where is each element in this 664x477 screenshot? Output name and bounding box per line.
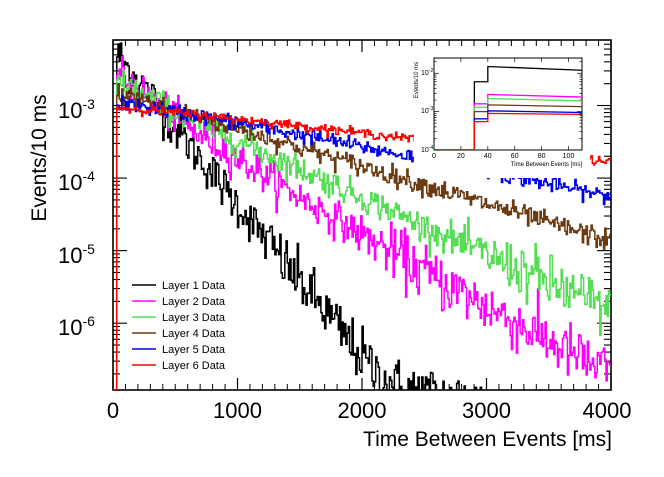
- x-tick-label-0: 0: [107, 398, 119, 423]
- series-line-layer-2: [113, 56, 611, 390]
- inset-series-line-layer-5: [434, 110, 582, 150]
- inset-series: [434, 65, 582, 150]
- x-axis-title: Time Between Events [ms]: [363, 428, 612, 451]
- y-tick-label-1e-4: 10-4: [58, 168, 95, 195]
- legend-label-layer-4: Layer 4 Data: [162, 328, 226, 340]
- inset-x-tick-label-40: 40: [484, 153, 492, 160]
- inset-y-axis-title: Events/10 ms: [414, 62, 420, 98]
- inset-y-tick-label-1e-4: 10-4: [421, 145, 433, 154]
- inset-y-tick-label-1e-3: 10-3: [421, 106, 433, 115]
- inset-frame: [433, 57, 583, 151]
- legend-label-layer-1: Layer 1 Data: [162, 280, 226, 292]
- legend: Layer 1 Data Layer 2 Data Layer 3 Data L…: [132, 280, 226, 372]
- inset-series-line-layer-3: [434, 97, 582, 150]
- inset-series-line-layer-1: [434, 65, 582, 150]
- inset-series-line-layer-2: [434, 93, 582, 150]
- x-tick-label-4000: 4000: [583, 398, 632, 423]
- legend-label-layer-6: Layer 6 Data: [162, 360, 226, 372]
- legend-label-layer-2: Layer 2 Data: [162, 296, 226, 308]
- inset-x-tick-label-20: 20: [457, 153, 465, 160]
- x-tick-label-1000: 1000: [213, 398, 262, 423]
- inset-y-tick-label-1e-2: 10-2: [421, 68, 433, 77]
- legend-label-layer-3: Layer 3 Data: [162, 312, 226, 324]
- y-tick-label-1e-5: 10-5: [58, 241, 95, 268]
- inset-x-tick-label-100: 100: [563, 153, 575, 160]
- y-tick-label-1e-3: 10-3: [58, 96, 95, 123]
- inset-series-line-layer-6: [434, 112, 582, 150]
- x-tick-label-2000: 2000: [338, 398, 387, 423]
- series-line-layer-1: [113, 42, 483, 390]
- inset-series-line-layer-4: [434, 104, 582, 150]
- y-tick-label-1e-6: 10-6: [58, 313, 95, 340]
- y-axis-title: Events/10 ms: [28, 94, 51, 221]
- inset-x-tick-label-60: 60: [511, 153, 519, 160]
- legend-label-layer-5: Layer 5 Data: [162, 344, 226, 356]
- x-tick-label-3000: 3000: [462, 398, 511, 423]
- inset-x-tick-label-0: 0: [432, 153, 436, 160]
- inset-plot: 0 20 40 60 80 100 10-4 10-3 10-2 Time Be…: [414, 46, 590, 178]
- inset-x-tick-label-80: 80: [538, 153, 546, 160]
- inset-x-axis-title: Time Between Events [ms]: [511, 162, 582, 168]
